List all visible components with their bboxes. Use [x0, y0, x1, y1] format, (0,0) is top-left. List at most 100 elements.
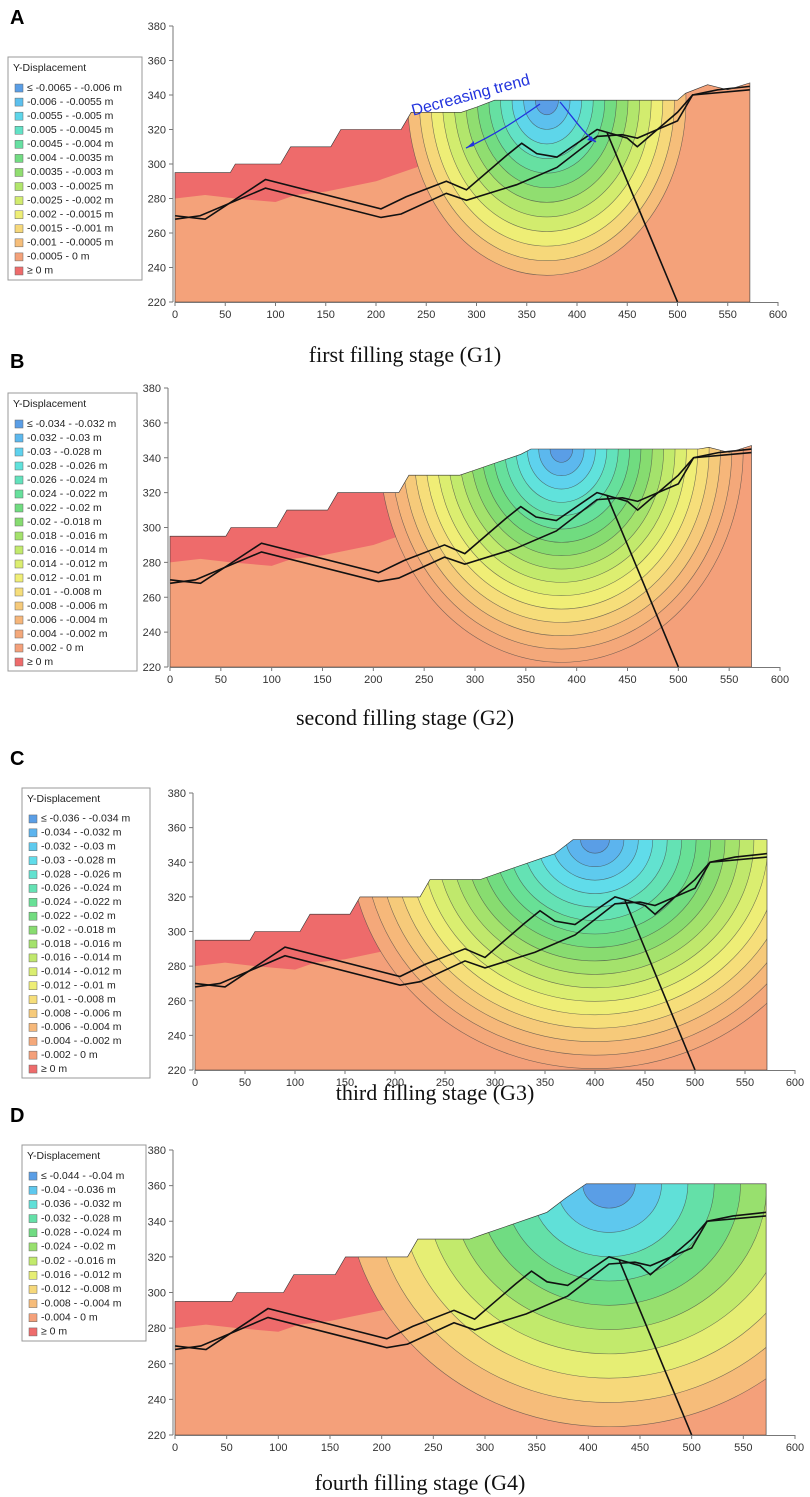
x-tick-label: 100 [266, 309, 284, 321]
y-tick-label: 320 [148, 125, 166, 137]
legend-swatch [28, 1050, 38, 1060]
legend-box [21, 787, 151, 1079]
legend-swatch [28, 1186, 38, 1195]
legend-label: -0.0045 - -0.004 m [27, 138, 114, 150]
legend-swatch [28, 842, 38, 851]
legend-box [7, 392, 138, 672]
legend-swatch [14, 266, 24, 276]
legend-label: -0.008 - -0.006 m [27, 600, 108, 612]
caption: third filling stage (G3) [336, 1080, 535, 1105]
legend-swatch [28, 898, 38, 907]
y-tick-label: 220 [148, 297, 166, 309]
y-tick-label: 260 [148, 228, 166, 240]
legend-label: -0.0015 - -0.001 m [27, 223, 114, 235]
legend-label: ≤ -0.044 - -0.04 m [41, 1170, 125, 1182]
y-tick-label: 360 [168, 823, 186, 835]
x-tick-label: 500 [669, 674, 687, 686]
legend-label: -0.024 - -0.022 m [27, 488, 108, 500]
legend-label: -0.01 - -0.008 m [41, 993, 116, 1005]
y-tick-label: 240 [168, 1030, 186, 1042]
x-tick-label: 600 [786, 1442, 804, 1454]
y-tick-label: 280 [143, 557, 161, 569]
legend-label: -0.002 - -0.0015 m [27, 208, 114, 220]
legend-label: -0.006 - -0.004 m [27, 614, 108, 626]
x-tick-label: 350 [527, 1442, 545, 1454]
x-tick-label: 250 [424, 1442, 442, 1454]
layer-boundary [194, 852, 768, 988]
x-tick-label: 100 [269, 1442, 287, 1454]
legend-label: -0.03 - -0.028 m [41, 854, 116, 866]
legend-swatch [28, 925, 38, 935]
legend-swatch [28, 1313, 38, 1322]
legend-label: ≤ -0.036 - -0.034 m [41, 813, 130, 825]
x-tick-label: 450 [618, 309, 636, 321]
y-tick-label: 260 [168, 996, 186, 1008]
legend-label: -0.01 - -0.008 m [27, 586, 102, 598]
legend-swatch [28, 1037, 38, 1046]
legend-label: -0.028 - -0.026 m [41, 868, 122, 880]
x-tick-label: 300 [486, 1077, 504, 1089]
legend-label: -0.0055 - -0.005 m [27, 110, 114, 122]
x-tick-label: 450 [618, 674, 636, 686]
legend-label: ≥ 0 m [27, 265, 53, 277]
x-tick-label: 200 [367, 309, 385, 321]
y-tick-label: 360 [148, 56, 166, 68]
y-tick-label: 220 [148, 1430, 166, 1442]
y-tick-label: 340 [143, 453, 161, 465]
legend-label: -0.014 - -0.012 m [27, 558, 108, 570]
legend-label: -0.016 - -0.014 m [27, 544, 108, 556]
legend-swatch [14, 83, 24, 93]
legend-label: -0.02 - -0.018 m [27, 516, 102, 528]
layer-boundary [169, 451, 752, 585]
legend-swatch [14, 210, 24, 219]
legend-label: -0.024 - -0.02 m [41, 1241, 116, 1253]
x-tick-label: 0 [172, 1442, 178, 1454]
legend-swatch [14, 97, 24, 107]
legend-swatch [28, 1285, 38, 1294]
legend-swatch [28, 1256, 38, 1266]
domain-outline [174, 1183, 767, 1436]
trend-arrow-head [466, 141, 474, 148]
x-tick-label: 350 [518, 309, 536, 321]
layer-boundary [174, 1211, 767, 1351]
x-tick-label: 450 [636, 1077, 654, 1089]
legend-swatch [14, 433, 24, 443]
x-tick-label: 0 [192, 1077, 198, 1089]
contour-field [195, 839, 767, 1070]
caption: second filling stage (G2) [296, 705, 514, 730]
x-tick-label: 350 [517, 674, 535, 686]
legend-swatch [14, 489, 24, 499]
x-tick-label: 250 [417, 309, 435, 321]
legend-swatch [14, 419, 24, 429]
legend-label: -0.036 - -0.032 m [41, 1198, 122, 1210]
y-tick-label: 240 [143, 627, 161, 639]
trend-arrow-head [587, 136, 596, 142]
legend-swatch [28, 814, 38, 824]
legend-box [7, 56, 143, 281]
legend-swatch [14, 531, 24, 541]
legend-label: -0.026 - -0.024 m [27, 474, 108, 486]
legend-label: ≤ -0.0065 - -0.006 m [27, 82, 122, 94]
legend-swatch [28, 1242, 38, 1252]
legend-label: -0.008 - -0.004 m [41, 1297, 122, 1309]
legend-swatch [28, 1327, 38, 1337]
y-tick-label: 340 [148, 90, 166, 102]
y-tick-label: 320 [168, 892, 186, 904]
legend-label: -0.018 - -0.016 m [41, 938, 122, 950]
legend-swatch [14, 587, 24, 597]
legend-swatch [28, 884, 38, 893]
x-tick-label: 50 [221, 1442, 233, 1454]
legend-swatch [28, 981, 38, 990]
x-tick-label: 600 [771, 674, 789, 686]
x-tick-label: 0 [167, 674, 173, 686]
legend-swatch [14, 559, 24, 569]
y-tick-label: 320 [143, 488, 161, 500]
y-tick-label: 360 [143, 418, 161, 430]
legend-label: -0.006 - -0.0055 m [27, 96, 114, 108]
legend-box [21, 1144, 147, 1342]
legend-title: Y-Displacement [27, 793, 100, 805]
x-tick-label: 150 [313, 674, 331, 686]
